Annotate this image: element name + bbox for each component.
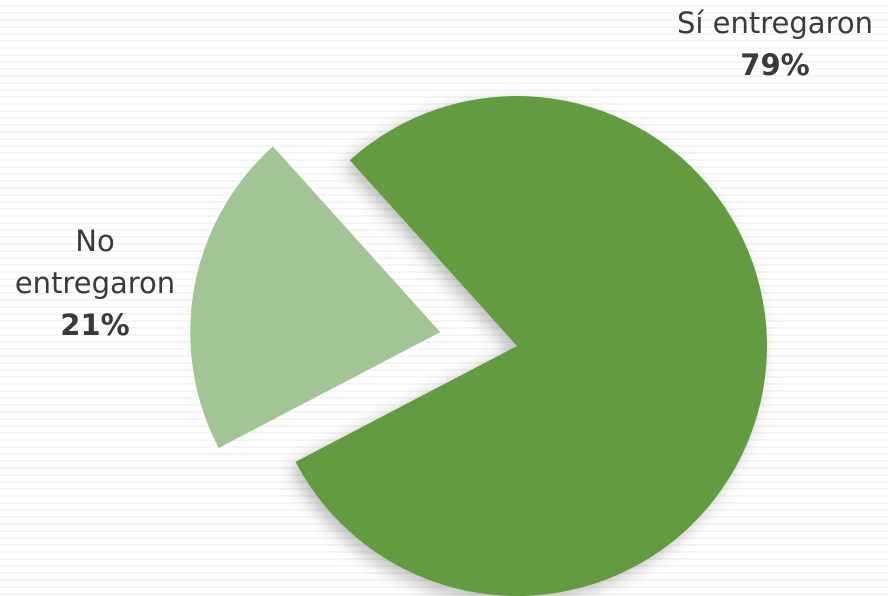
category-label: Sí entregaron [660,2,888,44]
page: {"chart_data": {"type": "pie", "categori… [0,0,888,596]
slice-label: No entregaron 21% [0,220,190,346]
category-label: No entregaron [10,220,180,304]
value-label: 21% [0,304,190,346]
value-label: 79% [660,44,888,86]
slice-label: Sí entregaron 79% [660,2,888,86]
